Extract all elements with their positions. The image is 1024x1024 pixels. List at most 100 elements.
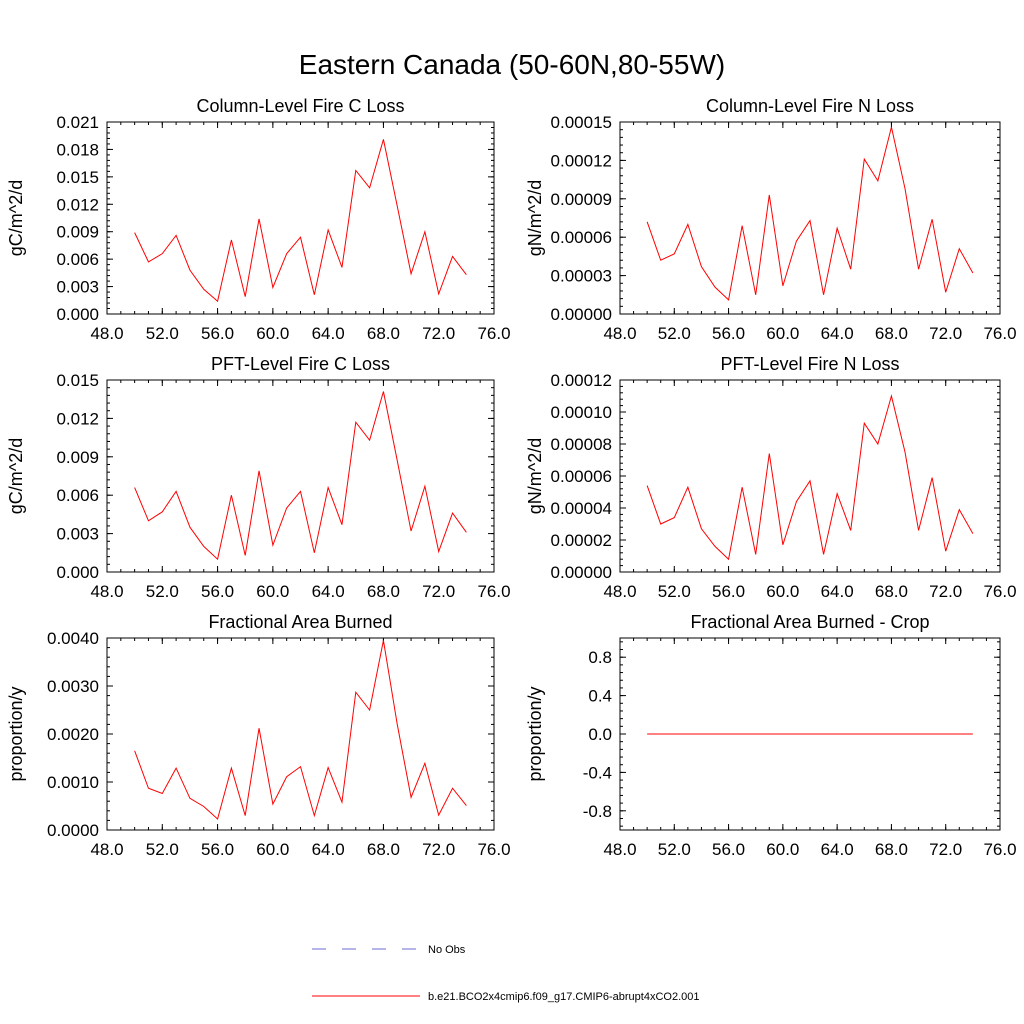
y-tick-label: 0.006 xyxy=(56,250,99,269)
x-tick-label: 56.0 xyxy=(201,582,234,601)
y-tick-label: 0.00012 xyxy=(551,151,612,170)
x-tick-label: 48.0 xyxy=(90,324,123,343)
x-tick-label: 72.0 xyxy=(422,324,455,343)
x-tick-label: 72.0 xyxy=(929,840,962,859)
x-tick-label: 48.0 xyxy=(90,840,123,859)
x-tick-label: 76.0 xyxy=(477,324,510,343)
panel-title: Fractional Area Burned - Crop xyxy=(690,612,929,632)
x-tick-label: 48.0 xyxy=(603,324,636,343)
x-tick-label: 48.0 xyxy=(603,582,636,601)
y-tick-label: 0.4 xyxy=(588,687,612,706)
x-tick-label: 52.0 xyxy=(658,324,691,343)
y-tick-label: 0.0020 xyxy=(47,725,99,744)
legend-label: b.e21.BCO2x4cmip6.f09_g17.CMIP6-abrupt4x… xyxy=(428,991,700,1003)
y-tick-label: 0.003 xyxy=(56,278,99,297)
y-tick-label: 0.00002 xyxy=(551,531,612,550)
x-tick-label: 64.0 xyxy=(821,840,854,859)
x-tick-label: 52.0 xyxy=(658,840,691,859)
x-tick-label: 72.0 xyxy=(422,582,455,601)
x-tick-label: 76.0 xyxy=(983,324,1016,343)
y-tick-label: 0.003 xyxy=(56,525,99,544)
x-tick-label: 60.0 xyxy=(766,840,799,859)
x-tick-label: 72.0 xyxy=(929,582,962,601)
panel-title: Column-Level Fire N Loss xyxy=(706,96,914,116)
y-tick-label: 0.006 xyxy=(56,486,99,505)
panel-pft-level-fire-n-loss: PFT-Level Fire N Loss 48.0 52.0 56.0 60.0 64.… xyxy=(525,354,1017,601)
x-tick-label: 68.0 xyxy=(875,840,908,859)
x-tick-label: 72.0 xyxy=(929,324,962,343)
y-tick-label: 0.00000 xyxy=(551,305,612,324)
y-tick-label: 0.0040 xyxy=(47,629,99,648)
panel-column-level-fire-c-loss: Column-Level Fire C Loss 48.0 52.0 56.0 60.0… xyxy=(6,96,511,343)
y-tick-label: 0.0030 xyxy=(47,677,99,696)
x-tick-label: 64.0 xyxy=(821,582,854,601)
x-tick-label: 52.0 xyxy=(146,582,179,601)
y-tick-label: -0.4 xyxy=(583,763,612,782)
x-tick-label: 76.0 xyxy=(477,840,510,859)
x-tick-label: 64.0 xyxy=(312,324,345,343)
panel-fractional-area-burned: Fractional Area Burned 48.0 52.0 56.0 60.0 64… xyxy=(6,612,511,859)
y-tick-label: 0.0010 xyxy=(47,773,99,792)
y-tick-label: 0.021 xyxy=(56,113,99,132)
series-line xyxy=(646,394,974,561)
y-tick-label: 0.015 xyxy=(56,371,99,390)
x-tick-label: 68.0 xyxy=(367,840,400,859)
y-axis-label: proportion/y xyxy=(525,686,545,781)
x-tick-label: 76.0 xyxy=(983,582,1016,601)
y-tick-label: 0.0 xyxy=(588,725,612,744)
legend-entry-no-obs: No Obs xyxy=(312,944,466,956)
x-tick-label: 56.0 xyxy=(201,324,234,343)
x-tick-label: 56.0 xyxy=(712,840,745,859)
y-axis-label: gC/m^2/d xyxy=(6,180,26,256)
y-tick-label: 0.00000 xyxy=(551,563,612,582)
series-line xyxy=(646,126,974,301)
x-tick-label: 48.0 xyxy=(90,582,123,601)
x-tick-label: 52.0 xyxy=(658,582,691,601)
plot-frame xyxy=(106,379,495,573)
panel-title: PFT-Level Fire N Loss xyxy=(720,354,899,374)
x-tick-label: 68.0 xyxy=(367,324,400,343)
x-tick-label: 56.0 xyxy=(712,324,745,343)
x-tick-label: 76.0 xyxy=(477,582,510,601)
legend-label: No Obs xyxy=(428,944,466,956)
y-tick-label: 0.000 xyxy=(56,563,99,582)
plot-frame xyxy=(106,121,495,315)
series-line xyxy=(134,139,467,303)
y-tick-label: 0.012 xyxy=(56,409,99,428)
figure-title: Eastern Canada (50-60N,80-55W) xyxy=(299,49,725,80)
x-tick-label: 60.0 xyxy=(766,582,799,601)
x-tick-label: 72.0 xyxy=(422,840,455,859)
x-tick-label: 52.0 xyxy=(146,840,179,859)
y-tick-label: 0.00003 xyxy=(551,267,612,286)
x-tick-label: 60.0 xyxy=(256,840,289,859)
series-line xyxy=(134,391,467,561)
y-tick-label: 0.00004 xyxy=(551,499,612,518)
y-tick-label: 0.00006 xyxy=(551,228,612,247)
y-tick-label: 0.00009 xyxy=(551,190,612,209)
panel-pft-level-fire-c-loss: PFT-Level Fire C Loss 48.0 52.0 56.0 60.0 64.… xyxy=(6,354,511,601)
y-tick-label: 0.009 xyxy=(56,223,99,242)
plot-frame xyxy=(619,379,1001,573)
y-tick-label: 0.00010 xyxy=(551,403,612,422)
y-tick-label: 0.015 xyxy=(56,168,99,187)
x-tick-label: 64.0 xyxy=(821,324,854,343)
panel-fractional-area-burned-crop: Fractional Area Burned - Crop 48.0 52.0 56.… xyxy=(525,612,1017,859)
legend-entry-b-e21-bco2x4cmip6-f09-g17-cmip6-abrupt4xco2-001: b.e21.BCO2x4cmip6.f09_g17.CMIP6-abrupt4x… xyxy=(312,991,700,1003)
y-axis-label: gC/m^2/d xyxy=(6,438,26,514)
x-tick-label: 60.0 xyxy=(256,324,289,343)
x-tick-label: 60.0 xyxy=(256,582,289,601)
x-tick-label: 52.0 xyxy=(146,324,179,343)
y-tick-label: 0.0000 xyxy=(47,821,99,840)
y-tick-label: 0.00015 xyxy=(551,113,612,132)
panel-title: Column-Level Fire C Loss xyxy=(196,96,404,116)
y-tick-label: 0.8 xyxy=(588,648,612,667)
panels: Column-Level Fire C Loss 48.0 52.0 56.0 60.0… xyxy=(6,96,1017,859)
legend: No Obs b.e21.BCO2x4cmip6.f09_g17.CMIP6-ab… xyxy=(312,944,700,1003)
panel-column-level-fire-n-loss: Column-Level Fire N Loss 48.0 52.0 56.0 60.0… xyxy=(525,96,1017,343)
plot-frame xyxy=(619,121,1001,315)
y-tick-label: 0.000 xyxy=(56,305,99,324)
x-tick-label: 76.0 xyxy=(983,840,1016,859)
y-tick-label: -0.8 xyxy=(583,802,612,821)
y-tick-label: 0.012 xyxy=(56,195,99,214)
